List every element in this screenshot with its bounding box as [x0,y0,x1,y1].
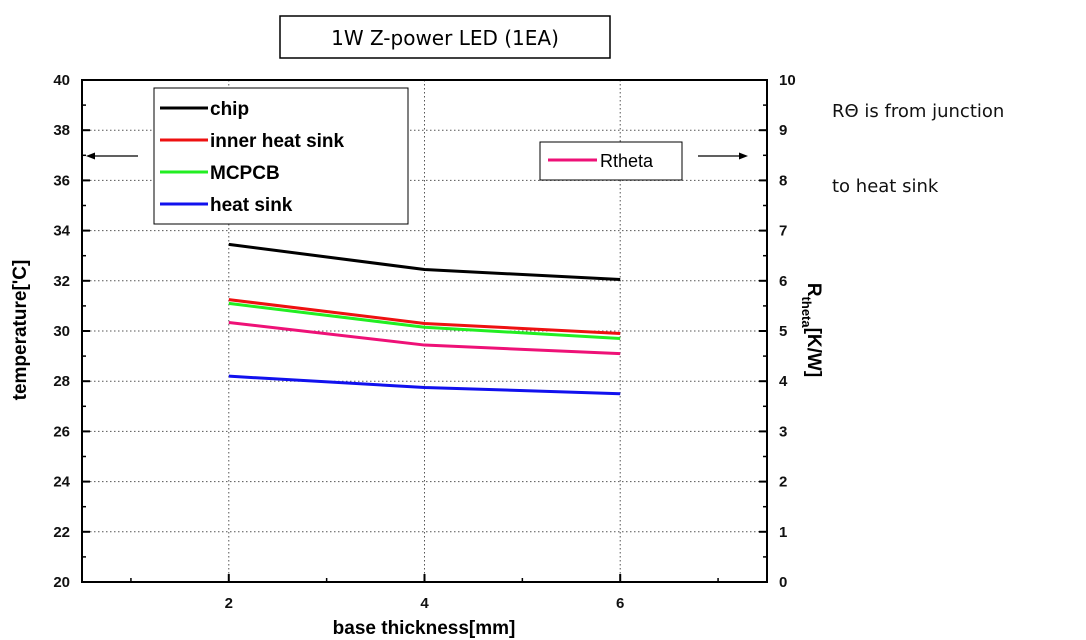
legend-right: Rtheta [539,141,683,181]
y2-tick-label: 3 [779,423,787,440]
y-tick-label: 24 [53,474,70,491]
series-line-mcpcb [228,301,621,341]
y2-tick-label: 9 [779,122,787,139]
y2-tick-label: 6 [779,273,787,290]
y2-tick-label: 5 [779,323,787,340]
y2-tick-label: 10 [779,72,796,89]
series-line-heat-sink [228,374,621,396]
legend-label-mcpcb: MCPCB [210,163,280,184]
y-tick-label: 32 [53,273,70,290]
annotation-line-2: to heat sink [832,176,939,197]
y-tick-label: 20 [53,574,70,591]
legend-left-entries: chip inner heat sink MCPCB heat sink [160,99,345,216]
legend-label-inner-heat-sink: inner heat sink [210,131,345,152]
y2-axis-label-sub: theta [799,297,814,329]
y-axis-label: temperature['C] [10,260,31,401]
y-tick-label: 22 [53,524,70,541]
y-tick-label: 28 [53,373,70,390]
y2-tick-label: 2 [779,474,787,491]
y-tick-label: 30 [53,323,70,340]
legend-left: chip inner heat sink MCPCB heat sink [153,87,409,225]
y-tick-label: 36 [53,172,70,189]
annotation-line-1: RΘ is from junction [832,101,1004,122]
y2-axis-label-main: R [803,283,824,297]
y-tick-label: 26 [53,423,70,440]
series-line-chip [228,242,621,282]
series-line-inner-heat-sink [228,298,621,336]
x-tick-label: 6 [616,595,624,612]
svg-text:Rtheta[K/W]: Rtheta[K/W] [799,283,824,377]
series-line-rtheta [228,320,621,356]
legend-label-heat-sink: heat sink [210,195,293,216]
legend-rtheta-label: Rtheta [600,151,654,171]
y-tick-label: 38 [53,122,70,139]
legend-left-frame [153,87,409,225]
y2-axis-label: Rtheta[K/W] [799,283,824,377]
arrow-right-axis [698,152,748,160]
arrow-left-axis [86,152,138,160]
y2-tick-label: 1 [779,524,787,541]
y2-tick-label: 8 [779,172,787,189]
y2-tick-label: 0 [779,574,787,591]
series-lines [228,242,621,396]
chart-title-frame [279,15,611,59]
y2-tick-label: 7 [779,223,787,240]
x-axis-label: base thickness[mm] [333,618,516,639]
legend-label-chip: chip [210,99,249,120]
y-tick-label: 34 [53,223,70,240]
x-tick-label: 4 [420,595,429,612]
y-tick-label: 40 [53,72,70,89]
x-tick-label: 2 [225,595,233,612]
chart-title: 1W Z-power LED (1EA) [331,26,559,50]
chart-title-box: 1W Z-power LED (1EA) [279,15,611,59]
y2-axis-label-unit: [K/W] [803,328,824,378]
y2-tick-label: 4 [779,373,788,390]
